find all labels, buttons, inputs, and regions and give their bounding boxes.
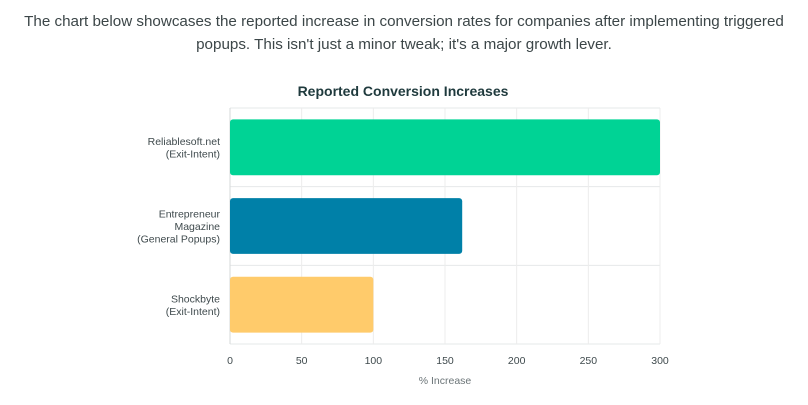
category-label-line: Reliablesoft.net [148,136,220,148]
x-tick-label: 50 [296,355,308,367]
chart-title: Reported Conversion Increases [298,83,509,99]
category-label-line: Shockbyte [171,293,220,305]
x-tick-label: 100 [365,355,383,367]
x-axis-title: % Increase [419,375,472,387]
x-tick-label: 150 [436,355,454,367]
category-label-line: Magazine [174,221,220,233]
category-label: Shockbyte (Exit-Intent) [166,293,220,318]
bar [230,276,374,333]
category-label: Reliablesoft.net (Exit-Intent) [148,136,220,161]
category-label-line: Entrepreneur [159,209,221,221]
x-tick-label: 200 [508,355,526,367]
bar [230,198,463,254]
bar [230,119,660,176]
category-label: Entrepreneur Magazine (General Popups) [137,209,220,246]
x-tick-label: 0 [227,355,233,367]
y-axis-labels: Reliablesoft.net (Exit-Intent)Entrepreneu… [137,136,220,318]
x-tick-label: 250 [580,355,598,367]
intro-line-1: The chart below showcases the reported i… [24,13,784,30]
category-label-line: (General Popups) [137,234,220,246]
category-label-line: (Exit-Intent) [166,149,220,161]
x-tick-label: 300 [651,355,669,367]
chart-bars [230,119,660,333]
category-label-line: (Exit-Intent) [166,306,220,318]
intro-line-2: popups. This isn't just a minor tweak; i… [196,36,612,53]
intro-text: The chart below showcases the reported i… [0,10,808,56]
x-axis-ticks: 0 50 100 150 200 250 300 [227,355,669,367]
